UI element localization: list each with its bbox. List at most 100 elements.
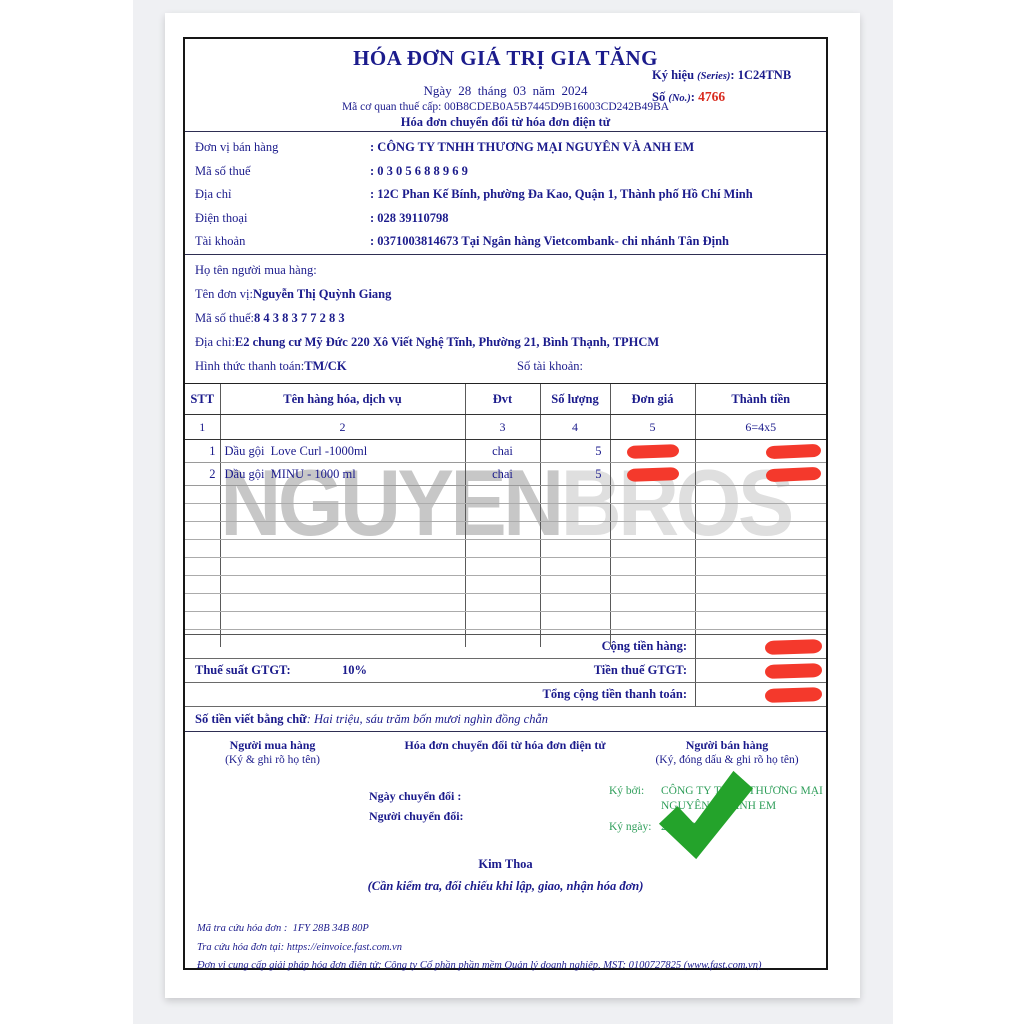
seller-row: Đơn vị bán hàng : CÔNG TY TNHH THƯƠNG MẠI…	[195, 136, 820, 160]
amount-in-words-row: Số tiền viết bằng chữ : Hai triệu, sáu t…	[185, 707, 826, 732]
payment-method-label: Hình thức thanh toán:	[195, 358, 305, 373]
vat-rate-value: 10%	[342, 663, 367, 677]
buyer-signature-note: (Ký & ghi rõ họ tên)	[225, 754, 320, 766]
vat-rate-label: Thuế suất GTGT:	[195, 663, 291, 677]
col-header-amount: Thành tiền	[694, 383, 826, 415]
subtotal-label: Cộng tiền hàng:	[601, 639, 687, 653]
buyer-signature-title: Người mua hàng	[229, 738, 316, 752]
number-line: Số (No.): 4766	[652, 89, 726, 104]
redaction-mark	[764, 686, 823, 703]
verification-note: (Cần kiểm tra, đối chiếu khi lập, giao, …	[367, 879, 644, 893]
invoice-title: HÓA ĐƠN GIÁ TRỊ GIA TĂNG	[353, 46, 658, 70]
signed-by-label: Ký bởi:	[609, 785, 645, 797]
series-line: Ký hiệu (Series): 1C24TNB	[652, 68, 792, 82]
seller-signature-block: Người bán hàng (Ký, đóng dấu & ghi rõ họ…	[633, 738, 821, 766]
seller-value: : CÔNG TY TNHH THƯƠNG MẠI NGUYÊN VÀ ANH …	[370, 140, 695, 155]
seller-section: Đơn vị bán hàng : CÔNG TY TNHH THƯƠNG MẠI…	[195, 136, 820, 254]
col-header-price: Đơn giá	[609, 383, 695, 415]
seller-row: Điện thoại : 028 39110798	[195, 207, 820, 231]
buyer-name-row: Họ tên người mua hàng:	[195, 258, 820, 282]
vat-row: Thuế suất GTGT: 10% Tiền thuế GTGT:	[185, 659, 826, 683]
seller-label: Đơn vị bán hàng	[195, 140, 279, 155]
seller-signature-note: (Ký, đóng dấu & ghi rõ họ tên)	[655, 754, 799, 766]
subtotal-row: Cộng tiền hàng:	[185, 635, 826, 659]
series-number-block: Ký hiệu (Series): 1C24TNB Số (No.): 4766	[652, 65, 791, 109]
redaction-mark	[764, 662, 823, 679]
account-number-label: Số tài khoản:	[517, 358, 583, 373]
table-row: 1 Dầu gội Love Curl -1000ml chai 5	[185, 439, 826, 463]
col-header-name: Tên hàng hóa, dịch vụ	[219, 383, 465, 415]
col-header-stt: STT	[185, 383, 220, 415]
table-row: 2 Dầu gội MINU - 1000 ml chai 5	[185, 462, 826, 486]
signer-name: Kim Thoa	[478, 857, 533, 871]
seller-label: Tài khoản	[195, 234, 246, 249]
column-index-row: 1 2 3 4 5 6=4x5	[185, 414, 826, 440]
conversion-info-block: Ngày chuyển đổi : Người chuyển đổi:	[369, 786, 464, 826]
amount-in-words-value: : Hai triệu, sáu trăm bốn mươi nghìn đồn…	[306, 711, 548, 726]
seller-row: Mã số thuế : 0 3 0 5 6 8 8 9 6 9	[195, 160, 820, 184]
converter-label: Người chuyển đổi:	[369, 809, 464, 823]
provider-line: Đơn vị cung cấp giải pháp hóa đơn điện t…	[197, 960, 762, 971]
conversion-date-label: Ngày chuyển đổi :	[369, 789, 462, 803]
payment-method-value: TM/CK	[304, 358, 347, 373]
seller-label: Mã số thuế	[195, 163, 251, 178]
empty-table-row	[185, 611, 826, 630]
buyer-address-value: E2 chung cư Mỹ Đức 220 Xô Viết Nghệ Tĩnh…	[234, 334, 660, 349]
invoice-frame: NGUYENBROS HÓA ĐƠN GIÁ TRỊ GIA TĂNG Ký h…	[183, 37, 828, 971]
buyer-unit-label: Tên đơn vị:	[195, 286, 253, 301]
vat-amount-label: Tiền thuế GTGT:	[593, 663, 687, 677]
buyer-tax-label: Mã số thuế:	[195, 310, 255, 325]
redaction-mark	[626, 443, 679, 459]
seller-value: : 028 39110798	[370, 210, 449, 225]
seller-row: Địa chỉ : 12C Phan Kế Bính, phường Đa Kao…	[195, 183, 820, 207]
amount-in-words-label: Số tiền viết bằng chữ	[195, 711, 307, 726]
buyer-unit-value: Nguyễn Thị Quỳnh Giang	[253, 286, 392, 301]
buyer-signature-block: Người mua hàng (Ký & ghi rõ họ tên)	[185, 738, 360, 766]
col-header-unit: Đvt	[464, 383, 540, 415]
empty-table-row	[185, 539, 826, 558]
seller-label: Điện thoại	[195, 210, 248, 225]
buyer-address-row: Địa chỉ: E2 chung cư Mỹ Đức 220 Xô Viết …	[195, 330, 820, 354]
col-header-qty: Số lượng	[539, 383, 610, 415]
divider-header	[185, 131, 826, 132]
redaction-mark	[765, 443, 822, 459]
buyer-tax-value: 8 4 3 8 3 7 7 2 8 3	[254, 310, 345, 325]
empty-table-row	[185, 503, 826, 522]
series-paren: (Series)	[697, 71, 731, 82]
empty-table-row	[185, 593, 826, 612]
lookup-code-line: Mã tra cứu hóa đơn : 1FY 28B 34B 80P	[197, 923, 369, 934]
invoice-number: 4766	[698, 89, 726, 104]
buyer-unit-row: Tên đơn vị: Nguyễn Thị Quỳnh Giang	[195, 282, 820, 306]
grand-total-row: Tổng cộng tiền thanh toán:	[185, 683, 826, 707]
conversion-title: Hóa đơn chuyển đổi từ hóa đơn điện tử	[404, 738, 606, 752]
invoice-date: Ngày 28 tháng 03 năm 2024	[423, 83, 588, 98]
seller-value: : 0371003814673 Tại Ngân hàng Vietcomban…	[370, 234, 730, 249]
empty-table-row	[185, 575, 826, 594]
totals-section: Cộng tiền hàng: Thuế suất GTGT: 10% Tiền…	[185, 634, 826, 732]
empty-table-row	[185, 521, 826, 540]
lookup-site-line: Tra cứu hóa đơn tại: https://einvoice.fa…	[197, 941, 402, 953]
items-table: STT Tên hàng hóa, dịch vụ Đvt Số lượng Đ…	[185, 383, 826, 647]
buyer-name-label: Họ tên người mua hàng:	[195, 262, 317, 277]
tax-authority-code: Mã cơ quan thuế cấp: 00B8CDEB0A5B7445D9B…	[341, 101, 670, 113]
seller-value: : 0 3 0 5 6 8 8 9 6 9	[370, 163, 468, 178]
redaction-mark	[765, 466, 822, 482]
redaction-mark	[626, 466, 679, 482]
invoice-subtitle: Hóa đơn chuyển đổi từ hóa đơn điện tử	[400, 115, 611, 129]
grand-total-label: Tổng cộng tiền thanh toán:	[542, 687, 687, 701]
buyer-payment-row: Hình thức thanh toán: TM/CK Số tài khoản:	[195, 354, 820, 378]
items-table-body: 1 2 3 4 5 6=4x5 1 Dầu gội Love Curl -100…	[185, 414, 826, 647]
empty-table-row	[185, 485, 826, 504]
empty-table-row	[185, 557, 826, 576]
buyer-tax-row: Mã số thuế: 8 4 3 8 3 7 7 2 8 3	[195, 306, 820, 330]
invoice-sheet: NGUYENBROS HÓA ĐƠN GIÁ TRỊ GIA TĂNG Ký h…	[165, 13, 860, 998]
green-checkmark-icon	[651, 765, 759, 863]
buyer-section: Họ tên người mua hàng: Tên đơn vị: Nguyễ…	[195, 258, 820, 378]
seller-value: : 12C Phan Kế Bính, phường Đa Kao, Quận …	[370, 187, 753, 202]
seller-signature-title: Người bán hàng	[685, 738, 769, 752]
seller-label: Địa chỉ	[195, 187, 232, 202]
no-paren: (No.)	[668, 93, 691, 104]
items-header-row: STT Tên hàng hóa, dịch vụ Đvt Số lượng Đ…	[185, 383, 826, 415]
seller-row: Tài khoản : 0371003814673 Tại Ngân hàng V…	[195, 230, 820, 254]
signature-section: Người mua hàng (Ký & ghi rõ họ tên) Hóa …	[185, 727, 826, 968]
